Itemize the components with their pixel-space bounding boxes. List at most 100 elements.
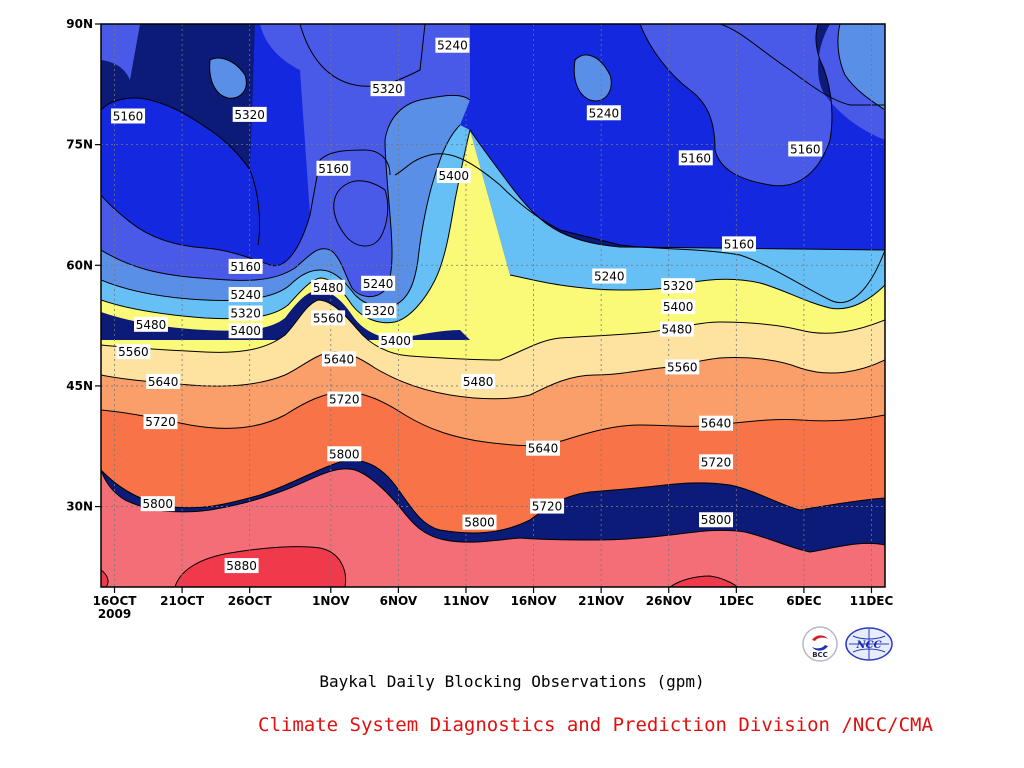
- contour-label-bg: [327, 391, 362, 407]
- contour-label-bg: [530, 498, 565, 514]
- contour-label-bg: [699, 415, 734, 431]
- contour-label-text: 5640: [701, 417, 732, 431]
- contour-label-text: 5640: [148, 375, 179, 389]
- contour-label: 5560: [116, 344, 151, 360]
- y-axis: 30N 45N 60N 75N 90N: [66, 17, 101, 514]
- contour-label-bg: [316, 160, 351, 176]
- contour-label-bg: [661, 278, 696, 294]
- contour-label: 5400: [228, 323, 263, 339]
- contour-label-text: 5240: [589, 106, 620, 120]
- contour-label: 5480: [659, 321, 694, 337]
- x-tick-label: 1NOV: [312, 594, 350, 608]
- contour-label: 5480: [461, 373, 496, 389]
- x-tick-label: 16OCT: [93, 594, 138, 608]
- contour-label-text: 5160: [724, 237, 755, 251]
- contour-label: 5800: [462, 514, 497, 530]
- contour-label: 5320: [232, 106, 267, 122]
- contour-label-bg: [361, 275, 396, 291]
- contour-label-text: 5320: [372, 82, 403, 96]
- band-5720: [101, 392, 885, 533]
- contour-label-bg: [722, 236, 757, 252]
- contour-label-bg: [436, 168, 471, 184]
- contour-label-bg: [321, 351, 356, 367]
- contour-label: 5400: [378, 332, 413, 348]
- svg-text:BCC: BCC: [812, 651, 828, 659]
- contour-label-text: 5560: [118, 345, 149, 359]
- contour-label-bg: [362, 303, 397, 319]
- credit-line: Climate System Diagnostics and Predictio…: [258, 714, 933, 736]
- contour-label-text: 5880: [226, 559, 257, 573]
- contour-label-text: 5240: [363, 277, 394, 291]
- y-tick-label: 45N: [66, 379, 93, 393]
- contour-label-text: 5240: [230, 288, 261, 302]
- contour-label: 5720: [143, 414, 178, 430]
- contour-label-bg: [665, 359, 700, 375]
- contour-label: 5800: [140, 496, 175, 512]
- contour-label-text: 5560: [313, 311, 344, 325]
- contour-label: 5160: [228, 258, 263, 274]
- contour-label-text: 5480: [662, 323, 693, 337]
- contour-label-bg: [370, 81, 405, 97]
- contour-label: 5640: [526, 440, 561, 456]
- contour-label-text: 5400: [439, 169, 470, 183]
- contour-label: 5720: [327, 391, 362, 407]
- contour-label-bg: [435, 37, 470, 53]
- contour-label: 5320: [370, 81, 405, 97]
- contour-label: 5160: [316, 160, 351, 176]
- x-tick-sublabel: 2009: [98, 607, 131, 621]
- contour-label-text: 5480: [136, 318, 167, 332]
- contour-label: 5160: [678, 150, 713, 166]
- x-tick-label: 6DEC: [786, 594, 822, 608]
- contour-label-text: 5480: [463, 375, 494, 389]
- contour-label: 5160: [722, 236, 757, 252]
- x-tick-label: 26NOV: [646, 594, 693, 608]
- band-5640: [101, 351, 885, 446]
- contour-label-text: 5320: [364, 304, 395, 318]
- contour-label-text: 5720: [701, 455, 732, 469]
- x-tick-label: 21NOV: [578, 594, 625, 608]
- plot-frame: [100, 23, 886, 588]
- contour-label: 5160: [788, 141, 823, 157]
- band-5880: [101, 546, 738, 587]
- contour-label: 5240: [586, 105, 621, 121]
- contour-label-bg: [228, 287, 263, 303]
- contour-label-bg: [327, 446, 362, 462]
- contour-label-bg: [228, 305, 263, 321]
- y-tick-label: 90N: [66, 17, 93, 31]
- contour-label-bg: [378, 332, 413, 348]
- contour-label: 5720: [699, 454, 734, 470]
- contour-label-text: 5800: [142, 497, 173, 511]
- contour-label: 5880: [224, 558, 259, 574]
- contour-lines: [101, 24, 885, 587]
- contour-label-text: 5640: [324, 352, 355, 366]
- contour-label: 5240: [592, 268, 627, 284]
- x-tick-label: 1DEC: [719, 594, 755, 608]
- contour-label-text: 5720: [145, 415, 176, 429]
- contour-label-text: 5320: [234, 108, 265, 122]
- contour-label-bg: [232, 106, 267, 122]
- bcc-logo: BCC: [800, 626, 840, 666]
- contour-label: 5800: [327, 446, 362, 462]
- contour-label-text: 5320: [230, 307, 261, 321]
- contour-label-bg: [143, 414, 178, 430]
- contour-label-bg: [111, 108, 146, 124]
- contour-label-bg: [224, 558, 259, 574]
- x-tick-label: 21OCT: [160, 594, 205, 608]
- contour-label: 5240: [435, 37, 470, 53]
- y-tick-label: 75N: [66, 138, 93, 152]
- contour-label-text: 5400: [230, 324, 261, 338]
- contour-label-bg: [586, 105, 621, 121]
- contour-label-bg: [699, 512, 734, 528]
- x-tick-label: 6NOV: [380, 594, 418, 608]
- contour-label: 5560: [665, 359, 700, 375]
- contour-label: 5240: [228, 287, 263, 303]
- contour-label-text: 5720: [329, 393, 360, 407]
- x-tick-label: 26OCT: [228, 594, 273, 608]
- x-tick-label: 16NOV: [511, 594, 558, 608]
- contour-label-text: 5720: [532, 500, 563, 514]
- contour-label: 5320: [661, 278, 696, 294]
- contour-label: 5400: [661, 299, 696, 315]
- y-tick-label: 30N: [66, 500, 93, 514]
- contour-label-bg: [788, 141, 823, 157]
